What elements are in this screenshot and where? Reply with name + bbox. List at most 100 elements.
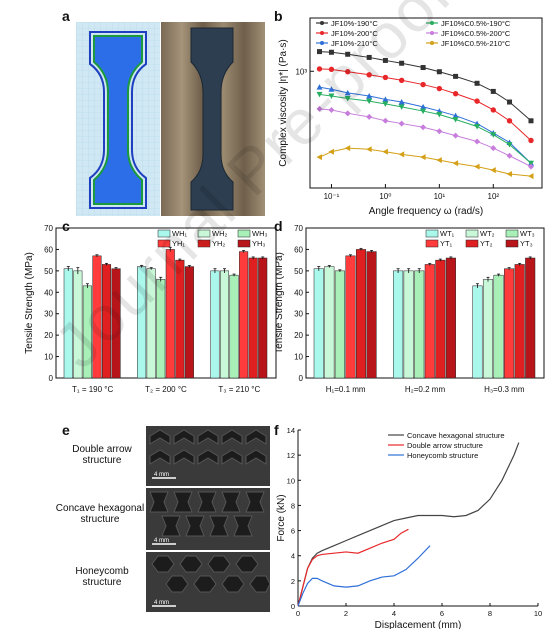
x-tick-label: T₁ = 190 °C <box>72 385 113 394</box>
x-tick-label: T₂ = 200 °C <box>145 385 187 394</box>
data-point <box>452 112 459 119</box>
data-point <box>398 104 405 110</box>
bar <box>403 270 414 379</box>
y-tick-label: 14 <box>287 426 295 435</box>
legend-label: Honeycomb structure <box>407 451 478 460</box>
data-point <box>527 163 534 170</box>
legend-label: WT₁ <box>440 229 455 238</box>
data-point <box>382 148 388 155</box>
data-point <box>490 167 496 174</box>
plot-frame <box>309 17 543 189</box>
data-point <box>490 145 497 152</box>
scale-label: 4 mm <box>154 472 169 478</box>
legend-label: WH₁ <box>172 229 187 238</box>
data-point <box>528 118 534 124</box>
data-point <box>316 154 322 161</box>
scale-label: 4 mm <box>154 538 169 544</box>
y-tick-label: 40 <box>294 288 303 297</box>
bar <box>366 251 377 379</box>
data-point <box>474 98 480 104</box>
legend-swatch <box>505 239 519 248</box>
data-point <box>452 90 459 97</box>
data-point <box>436 157 442 164</box>
legend-label: JF10%-190°C <box>331 19 378 28</box>
y-tick-label: 50 <box>294 267 303 276</box>
data-point <box>420 108 427 115</box>
y-tick-label: 0 <box>49 374 54 383</box>
specimen-model-image <box>76 22 160 216</box>
x-tick-label: 10 <box>534 609 542 618</box>
x-tick-label: H₁=0.1 mm <box>326 385 366 394</box>
y-tick-label: 50 <box>44 267 53 276</box>
data-point <box>474 124 481 130</box>
panel-letter-f: f <box>274 422 279 438</box>
data-point <box>344 96 351 102</box>
x-tick-label: 4 <box>392 609 396 618</box>
data-point <box>328 106 335 113</box>
y-tick-label: 12 <box>287 451 295 460</box>
y-axis-label: Complex viscosity |η*| (Pa·s) <box>278 39 289 166</box>
bar <box>258 257 268 379</box>
legend-marker <box>320 31 324 35</box>
legend-label: Concave hexagonal structure <box>407 431 505 440</box>
bar <box>248 257 258 379</box>
bar <box>472 285 483 379</box>
y-tick-label: 0 <box>291 602 295 611</box>
data-point <box>366 93 373 99</box>
data-point <box>490 132 497 138</box>
series-line <box>319 147 532 177</box>
data-point <box>420 124 427 131</box>
legend-label: WH₃ <box>252 229 268 238</box>
legend-label: JF10%-210°C <box>331 39 378 48</box>
x-tick-label: 6 <box>440 609 444 618</box>
bar <box>414 270 425 379</box>
data-point <box>398 99 405 105</box>
legend-label: YT₂ <box>480 239 493 248</box>
legend-label: WT₂ <box>480 229 495 238</box>
data-point <box>366 146 372 153</box>
x-tick-label: 8 <box>488 609 492 618</box>
y-axis-label: Force (kN) <box>276 494 287 541</box>
bar <box>504 268 515 379</box>
data-point <box>382 74 389 81</box>
bar <box>239 251 249 379</box>
data-point <box>527 173 534 180</box>
data-point <box>474 138 481 145</box>
y-tick-label: 6 <box>291 527 295 536</box>
data-point <box>436 111 443 118</box>
viscosity-chart: 10⁻¹ 10⁰ 10¹ 10² 10³ Angle frequency ω (rad/s… <box>278 17 543 217</box>
legend-swatch <box>465 229 479 238</box>
data-point <box>506 118 513 124</box>
data-point <box>452 116 459 123</box>
legend-swatch <box>505 229 519 238</box>
x-tick-label: 10⁰ <box>379 192 391 201</box>
y-tick-label: 30 <box>294 310 303 319</box>
data-point <box>490 88 496 94</box>
y-tick-label: 20 <box>294 331 303 340</box>
y-tick-label: 30 <box>44 310 53 319</box>
bar <box>210 270 220 379</box>
data-point <box>344 89 351 96</box>
data-point <box>366 113 373 120</box>
bar <box>229 274 239 379</box>
x-tick-label: 10⁻¹ <box>324 192 340 201</box>
bar <box>345 255 356 379</box>
bar <box>355 249 367 379</box>
data-point <box>506 171 513 178</box>
data-point <box>452 132 459 139</box>
legend-marker <box>430 41 434 45</box>
tensile-layer-height-chart: 0 10 20 30 40 50 60 70 Tensile Strength (MPa) H₁=… <box>276 224 545 394</box>
legend-label: JF10%C0.5%-210°C <box>441 39 511 48</box>
data-point <box>344 145 351 152</box>
data-point <box>506 152 513 159</box>
legend-label: YH₃ <box>252 239 265 248</box>
bar <box>313 268 324 379</box>
data-point <box>366 54 372 60</box>
specimen-photo <box>161 22 265 216</box>
data-point <box>398 77 405 83</box>
y-axis-label: Tensile Strength (MPa) <box>276 252 285 354</box>
legend-marker <box>320 41 324 45</box>
data-point <box>527 160 534 167</box>
structure-label-honeycomb: Honeycomb structure <box>75 566 129 588</box>
data-point <box>345 69 351 75</box>
